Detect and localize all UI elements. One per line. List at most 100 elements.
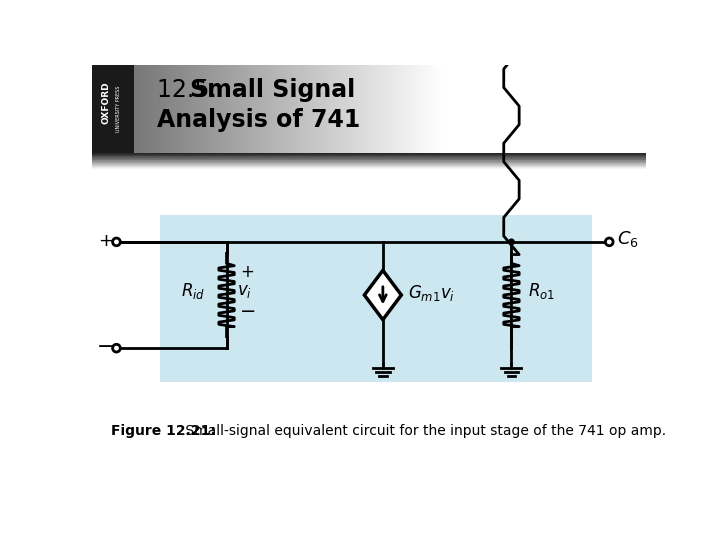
Bar bbox=[300, 65, 303, 153]
Bar bbox=[186, 65, 188, 153]
Bar bbox=[306, 65, 309, 153]
Bar bbox=[536, 65, 539, 153]
Bar bbox=[239, 65, 241, 153]
Bar bbox=[321, 65, 324, 153]
Bar bbox=[177, 65, 180, 153]
Bar bbox=[438, 65, 441, 153]
Text: Small-signal equivalent circuit for the input stage of the 741 op amp.: Small-signal equivalent circuit for the … bbox=[181, 423, 666, 437]
Bar bbox=[528, 65, 531, 153]
Bar bbox=[202, 65, 204, 153]
Bar bbox=[480, 65, 482, 153]
Bar bbox=[341, 65, 344, 153]
Bar bbox=[422, 65, 424, 153]
Bar bbox=[408, 65, 411, 153]
Bar bbox=[375, 65, 378, 153]
Bar bbox=[244, 65, 247, 153]
Bar bbox=[208, 65, 210, 153]
Bar bbox=[92, 167, 647, 168]
Bar bbox=[315, 65, 318, 153]
Bar bbox=[641, 65, 644, 153]
Bar bbox=[155, 65, 158, 153]
Bar bbox=[169, 65, 171, 153]
Bar bbox=[271, 65, 274, 153]
Bar bbox=[374, 65, 377, 153]
Bar bbox=[305, 65, 307, 153]
Bar bbox=[449, 65, 452, 153]
Circle shape bbox=[112, 238, 120, 246]
Bar bbox=[644, 65, 647, 153]
Bar bbox=[219, 65, 222, 153]
Bar bbox=[325, 65, 328, 153]
Text: 12.5.: 12.5. bbox=[157, 78, 225, 102]
Bar bbox=[356, 65, 359, 153]
Bar bbox=[364, 65, 367, 153]
Bar bbox=[369, 65, 373, 153]
Bar bbox=[318, 65, 321, 153]
Bar bbox=[92, 153, 647, 154]
Bar bbox=[136, 65, 139, 153]
Bar bbox=[454, 65, 457, 153]
Bar bbox=[336, 65, 338, 153]
Bar bbox=[173, 65, 176, 153]
Bar bbox=[222, 65, 225, 153]
Bar bbox=[521, 65, 523, 153]
Text: $G_{m1}v_i$: $G_{m1}v_i$ bbox=[408, 284, 454, 303]
Bar bbox=[142, 65, 145, 153]
Bar bbox=[300, 65, 304, 153]
Bar bbox=[260, 65, 263, 153]
Bar bbox=[354, 65, 357, 153]
Bar bbox=[405, 65, 408, 153]
Bar bbox=[214, 65, 217, 153]
Bar bbox=[636, 65, 639, 153]
Bar bbox=[211, 65, 214, 153]
Bar bbox=[498, 65, 500, 153]
Bar bbox=[92, 162, 647, 163]
Bar bbox=[485, 65, 488, 153]
Bar bbox=[410, 65, 413, 153]
Bar bbox=[249, 65, 251, 153]
Bar bbox=[631, 65, 634, 153]
Bar bbox=[564, 65, 567, 153]
Bar bbox=[234, 65, 237, 153]
Bar bbox=[280, 65, 283, 153]
Bar bbox=[317, 65, 320, 153]
Bar bbox=[567, 65, 570, 153]
Bar bbox=[606, 65, 608, 153]
Bar bbox=[233, 65, 235, 153]
Bar bbox=[331, 65, 333, 153]
Bar bbox=[360, 65, 362, 153]
Bar bbox=[267, 65, 270, 153]
Bar bbox=[387, 65, 390, 153]
Bar bbox=[358, 65, 361, 153]
Bar bbox=[134, 65, 647, 153]
Bar bbox=[346, 65, 348, 153]
Bar bbox=[288, 65, 291, 153]
Bar bbox=[623, 65, 626, 153]
Bar bbox=[401, 65, 403, 153]
Bar bbox=[188, 65, 191, 153]
Bar bbox=[160, 65, 163, 153]
Bar bbox=[387, 65, 389, 153]
Bar bbox=[216, 65, 219, 153]
Bar bbox=[270, 65, 273, 153]
Bar bbox=[451, 65, 454, 153]
Bar bbox=[159, 65, 161, 153]
Bar bbox=[187, 65, 190, 153]
Bar bbox=[226, 65, 229, 153]
Bar bbox=[464, 65, 467, 153]
Bar bbox=[227, 65, 229, 153]
Bar bbox=[381, 65, 383, 153]
Bar bbox=[426, 65, 429, 153]
Bar bbox=[634, 65, 636, 153]
Bar bbox=[372, 65, 375, 153]
Bar bbox=[285, 65, 288, 153]
Bar bbox=[277, 65, 281, 153]
Bar bbox=[137, 65, 140, 153]
Bar bbox=[92, 154, 647, 155]
Bar bbox=[134, 65, 137, 153]
Bar bbox=[145, 65, 147, 153]
Bar bbox=[249, 65, 252, 153]
Bar bbox=[165, 65, 168, 153]
Bar bbox=[220, 65, 222, 153]
Bar bbox=[215, 65, 217, 153]
